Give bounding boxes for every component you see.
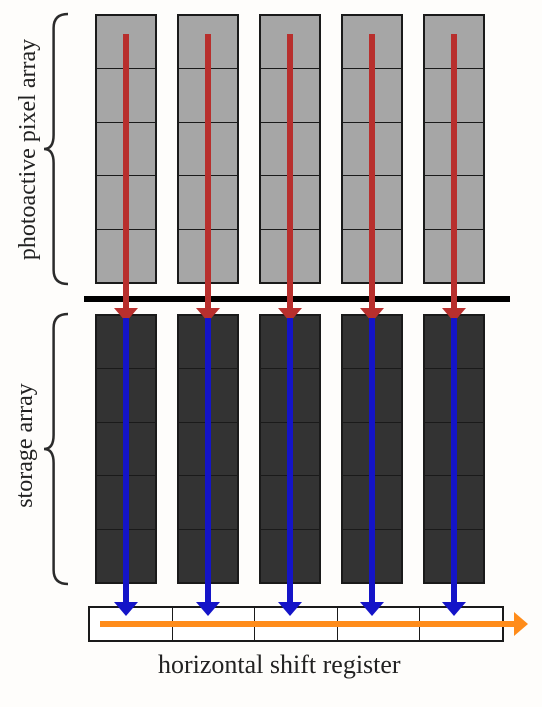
photo-cell xyxy=(179,16,237,69)
storage-cell xyxy=(179,530,237,582)
photo-cell xyxy=(261,69,319,122)
photo-cell xyxy=(425,176,483,229)
photo-cell xyxy=(425,230,483,282)
storage-cell xyxy=(97,423,155,476)
divider-bar xyxy=(84,296,510,302)
storage-cell xyxy=(343,369,401,422)
photo-column xyxy=(259,14,321,284)
storage-column xyxy=(259,314,321,584)
storage-cell xyxy=(343,423,401,476)
storage-cell xyxy=(425,530,483,582)
storage-cell xyxy=(261,369,319,422)
register-cell xyxy=(338,608,421,640)
storage-cell xyxy=(97,316,155,369)
storage-cell xyxy=(97,530,155,582)
storage-cell xyxy=(261,530,319,582)
photo-cell xyxy=(97,230,155,282)
storage-cell xyxy=(261,316,319,369)
photo-cell xyxy=(97,69,155,122)
photo-column xyxy=(423,14,485,284)
photo-column xyxy=(177,14,239,284)
photo-cell xyxy=(261,123,319,176)
storage-array-label: storage array xyxy=(12,383,39,508)
storage-cell xyxy=(179,369,237,422)
photo-cell xyxy=(261,16,319,69)
register-cell xyxy=(420,608,502,640)
storage-cell xyxy=(425,423,483,476)
brace-storage xyxy=(44,314,68,584)
storage-cell xyxy=(425,316,483,369)
horizontal-register-label: horizontal shift register xyxy=(158,650,401,680)
storage-cell xyxy=(425,369,483,422)
photo-cell xyxy=(343,69,401,122)
photo-cell xyxy=(179,123,237,176)
photo-column xyxy=(341,14,403,284)
photo-cell xyxy=(97,123,155,176)
photo-cell xyxy=(97,16,155,69)
photo-cell xyxy=(425,123,483,176)
register-cell xyxy=(90,608,173,640)
storage-cell xyxy=(425,476,483,529)
horizontal-shift-register xyxy=(88,606,504,642)
photo-cell xyxy=(261,176,319,229)
storage-column xyxy=(95,314,157,584)
storage-cell xyxy=(179,316,237,369)
storage-cell xyxy=(179,423,237,476)
storage-column xyxy=(177,314,239,584)
photo-cell xyxy=(425,16,483,69)
register-cell xyxy=(173,608,256,640)
photo-cell xyxy=(343,176,401,229)
photo-cell xyxy=(179,69,237,122)
storage-cell xyxy=(97,476,155,529)
storage-cell xyxy=(343,530,401,582)
storage-cell xyxy=(179,476,237,529)
photo-cell xyxy=(343,230,401,282)
storage-cell xyxy=(97,369,155,422)
photo-cell xyxy=(179,230,237,282)
storage-cell xyxy=(343,476,401,529)
storage-cell xyxy=(261,476,319,529)
photo-cell xyxy=(97,176,155,229)
photo-cell xyxy=(425,69,483,122)
storage-cell xyxy=(261,423,319,476)
photoactive-array-label: photoactive pixel array xyxy=(15,39,42,260)
register-cell xyxy=(255,608,338,640)
storage-column xyxy=(423,314,485,584)
photo-cell xyxy=(343,16,401,69)
photo-column xyxy=(95,14,157,284)
storage-column xyxy=(341,314,403,584)
storage-cell xyxy=(343,316,401,369)
photo-cell xyxy=(261,230,319,282)
photo-cell xyxy=(343,123,401,176)
photo-cell xyxy=(179,176,237,229)
brace-photo xyxy=(44,14,68,284)
